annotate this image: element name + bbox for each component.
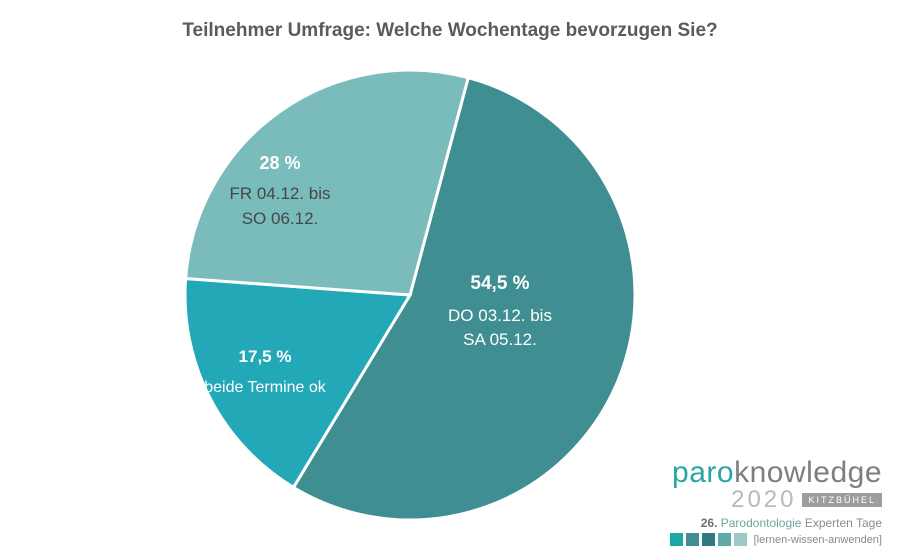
- color-square: [670, 533, 683, 546]
- color-square: [702, 533, 715, 546]
- slice-label: 17,5 %beide Termine ok: [180, 345, 350, 399]
- brand-year: 2020: [731, 486, 796, 514]
- color-square: [718, 533, 731, 546]
- chart-title: Teilnehmer Umfrage: Welche Wochentage be…: [0, 20, 900, 42]
- color-square: [734, 533, 747, 546]
- color-square: [686, 533, 699, 546]
- footer-logo-block: paroknowledge 2020 KITZBÜHEL 26. Parodon…: [670, 456, 882, 546]
- brand-wordmark: paroknowledge: [670, 456, 882, 490]
- brand-paro: paro: [672, 456, 734, 489]
- slice-label: 28 %FR 04.12. bis SO 06.12.: [195, 150, 365, 231]
- brand-tagline: [lernen-wissen-anwenden]: [754, 534, 882, 546]
- brand-knowledge: knowledge: [734, 456, 882, 489]
- brand-subline: 26. Parodontologie Experten Tage: [670, 516, 882, 530]
- slice-label: 54,5 %DO 03.12. bis SA 05.12.: [415, 270, 585, 353]
- brand-color-squares: [lernen-wissen-anwenden]: [670, 533, 882, 546]
- brand-location-badge: KITZBÜHEL: [802, 493, 882, 507]
